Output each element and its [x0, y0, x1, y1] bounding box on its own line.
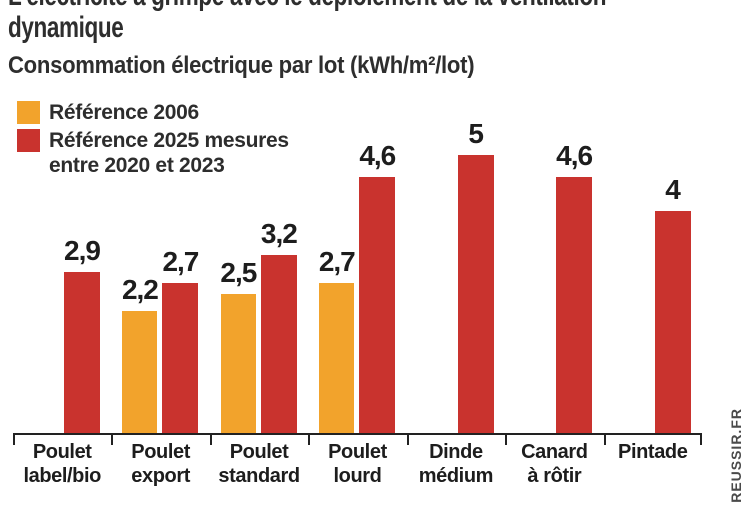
chart-title-line1: L'électricité a grimpé avec le déploieme…: [8, 0, 606, 12]
legend-label-2025: Référence 2025 mesures entre 2020 et 202…: [49, 129, 289, 177]
category-label-1: Poulet export: [131, 441, 190, 487]
axis-tick: [603, 433, 606, 445]
bar-ref2025-2: [260, 255, 297, 433]
bar-value-label: 2,5: [220, 257, 257, 288]
bar-ref2025-6: [654, 211, 691, 433]
category-label-3: Poulet lourd: [328, 441, 387, 487]
bar-ref2025-3: [359, 177, 396, 433]
category-label-2: Poulet standard: [218, 441, 300, 487]
legend-swatch-orange: [17, 101, 40, 124]
axis-tick: [209, 433, 212, 445]
axis-tick: [406, 433, 409, 445]
category-label-0: Poulet label/bio: [23, 441, 101, 487]
bar-value-label: 2,7: [318, 246, 356, 277]
bar-value-label: 4,6: [556, 140, 593, 171]
bar-ref2025-1: [162, 283, 199, 433]
chart-subtitle: Consommation électrique par lot (kWh/m²/…: [8, 52, 475, 79]
bar-ref2025-4: [457, 155, 494, 433]
category-label-5: Canard à rôtir: [521, 441, 588, 487]
bar-ref2006-2: [220, 294, 256, 433]
axis-tick: [505, 433, 508, 445]
legend-label-2006: Référence 2006: [49, 101, 199, 124]
category-labels: Poulet label/bio Poulet export Poulet standar…: [13, 440, 702, 488]
axis-tick: [13, 433, 15, 445]
chart-title: L'électricité a grimpé avec le déploieme…: [8, 0, 606, 44]
bar-value-label: 2,7: [162, 246, 199, 277]
legend-item-2025: Référence 2025 mesures entre 2020 et 202…: [17, 128, 289, 178]
bar-value-label: 4: [665, 174, 681, 205]
category-label-4: Dinde médium: [418, 441, 494, 487]
legend-item-2006: Référence 2006: [17, 100, 289, 125]
category-label-6: Pintade: [618, 441, 688, 463]
bar-ref2006-1: [122, 311, 158, 433]
bar-value-label: 3,2: [260, 218, 298, 249]
bar-value-label: 4,6: [359, 140, 396, 171]
legend-swatch-red: [17, 129, 40, 152]
source-credit: REUSSIR.FR: [728, 408, 744, 503]
bar-value-label: 2,9: [64, 235, 101, 266]
axis-tick: [308, 433, 311, 445]
bar-ref2025-5: [556, 177, 593, 433]
bar-ref2025-0: [64, 272, 100, 433]
bar-value-label: 5: [468, 118, 484, 149]
chart-title-line2: dynamique: [8, 11, 124, 44]
bar-chart: 2,2 2,5 2,7 2,9 2,7 3,2 4,6 5 4,6 4: [13, 118, 702, 433]
bar-value-label: 2,2: [121, 274, 159, 305]
bar-ref2006-3: [319, 283, 355, 433]
axis-tick: [700, 433, 702, 445]
x-axis-line: [13, 433, 702, 435]
axis-tick: [111, 433, 114, 445]
legend: Référence 2006 Référence 2025 mesures en…: [17, 100, 289, 181]
